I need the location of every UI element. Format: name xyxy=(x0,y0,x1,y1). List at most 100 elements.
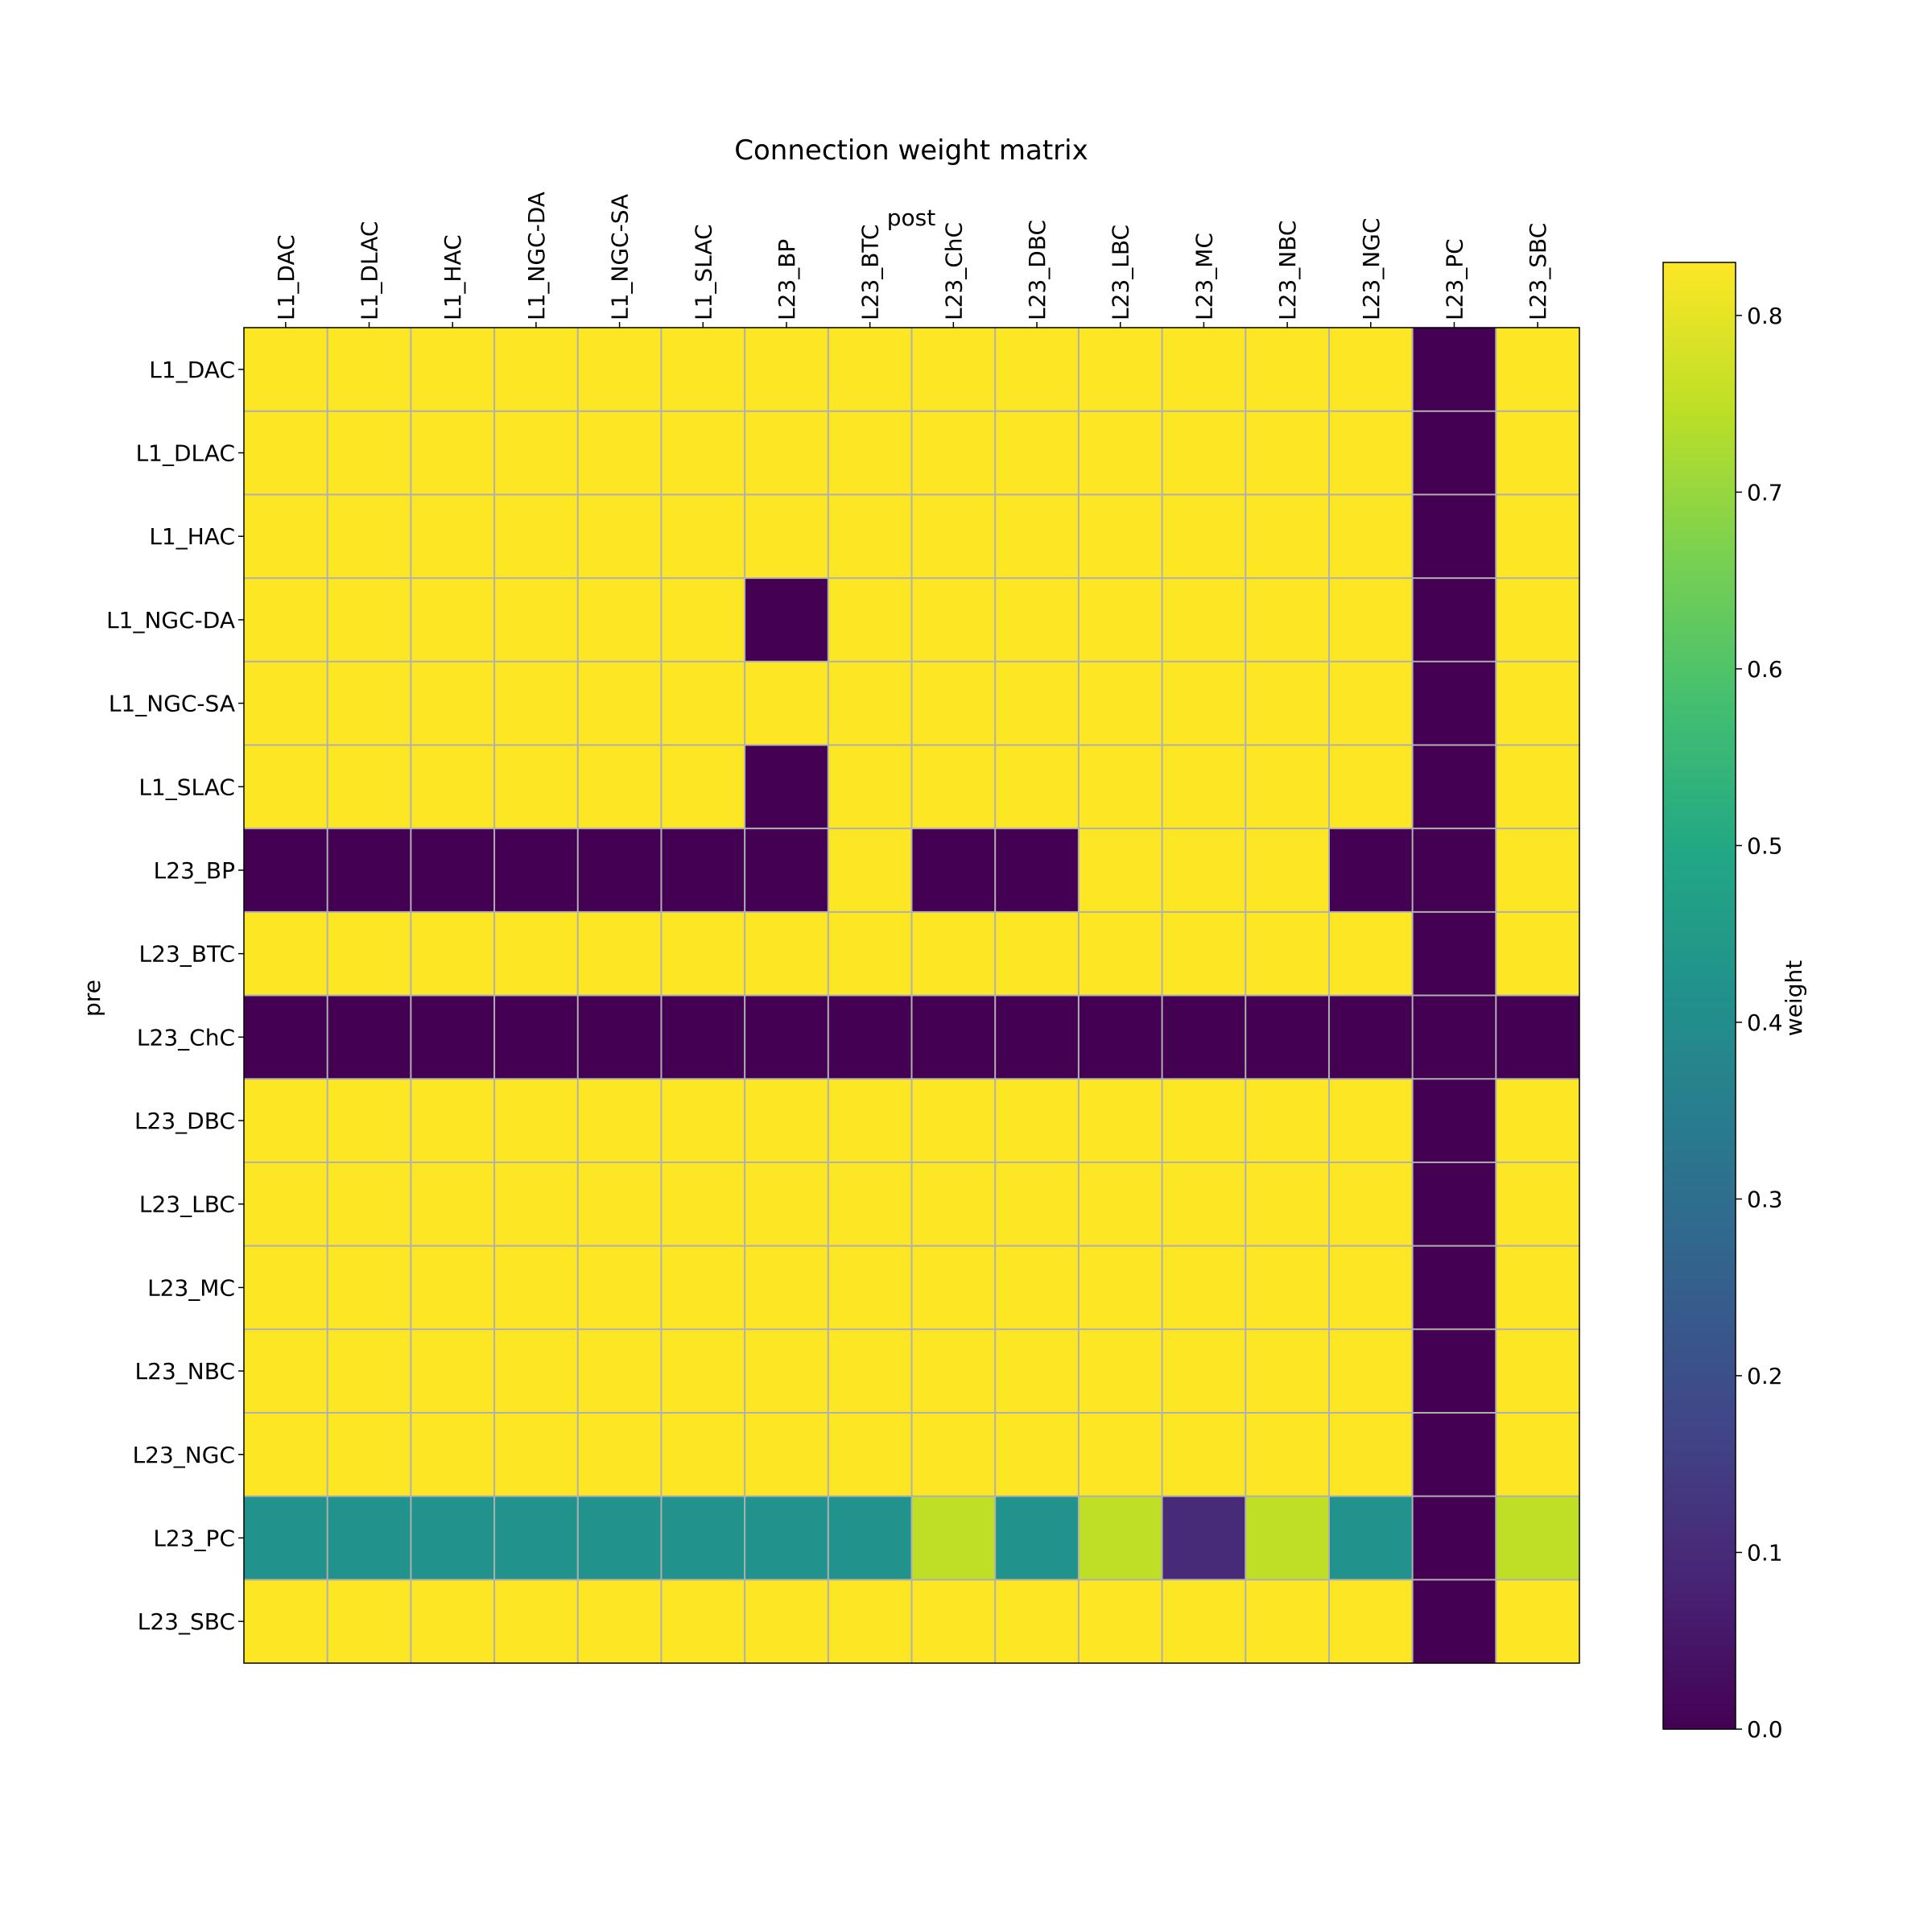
heatmap-cell xyxy=(911,494,996,579)
heatmap-cell xyxy=(1496,1412,1580,1497)
heatmap-cell xyxy=(745,411,829,495)
heatmap-cell xyxy=(577,911,662,996)
heatmap-cell xyxy=(244,1162,328,1247)
colorbar-label: weight xyxy=(1781,960,1807,1036)
heatmap-cell xyxy=(494,1412,579,1497)
heatmap-cell xyxy=(494,661,579,745)
heatmap-cell xyxy=(1245,1329,1330,1414)
heatmap-cell xyxy=(745,995,829,1080)
heatmap-cell xyxy=(661,745,745,829)
x-tick-label: L23_NBC xyxy=(1274,221,1301,320)
x-tick-label: L23_BTC xyxy=(857,225,884,320)
heatmap-cell xyxy=(494,911,579,996)
heatmap-cell xyxy=(327,911,411,996)
heatmap-cell xyxy=(411,494,495,579)
heatmap-cell xyxy=(1245,995,1330,1080)
y-axis-label: pre xyxy=(79,980,105,1017)
heatmap-cell xyxy=(745,828,829,913)
heatmap-cell xyxy=(411,1412,495,1497)
heatmap-cell xyxy=(661,1329,745,1414)
heatmap-cell xyxy=(745,911,829,996)
heatmap-cell xyxy=(1162,1329,1246,1414)
heatmap-cell xyxy=(327,578,411,663)
heatmap-cell xyxy=(1328,494,1414,579)
heatmap-cell xyxy=(661,995,745,1080)
heatmap-cell xyxy=(828,745,912,829)
heatmap-cell xyxy=(745,1412,829,1497)
heatmap-cell xyxy=(577,828,662,913)
y-tick-label: L23_BTC xyxy=(139,941,235,968)
heatmap-cell xyxy=(911,911,996,996)
heatmap-cell xyxy=(1328,411,1414,495)
heatmap-cell xyxy=(1328,828,1414,913)
colorbar-tick-label: 0.2 xyxy=(1747,1363,1783,1389)
y-tick-label: L23_LBC xyxy=(139,1191,235,1218)
heatmap-cell xyxy=(661,1079,745,1163)
heatmap-cell xyxy=(327,328,411,412)
plot-frame xyxy=(243,327,1580,1664)
heatmap-cell xyxy=(577,1496,662,1580)
heatmap-cell xyxy=(1496,1245,1580,1330)
heatmap-cell xyxy=(1412,1329,1496,1414)
heatmap-cell xyxy=(244,1079,328,1163)
heatmap-cell xyxy=(995,1412,1080,1497)
x-tick-label: L23_NGC xyxy=(1358,218,1385,320)
heatmap-cell xyxy=(494,494,579,579)
heatmap-cell xyxy=(1245,828,1330,913)
heatmap-cell xyxy=(327,1162,411,1247)
heatmap-cell xyxy=(745,1245,829,1330)
heatmap-cell xyxy=(494,745,579,829)
heatmap-cell xyxy=(1078,661,1163,745)
heatmap-cell xyxy=(828,494,912,579)
heatmap-cell xyxy=(577,1412,662,1497)
heatmap-cell xyxy=(1078,578,1163,663)
heatmap-cell xyxy=(1078,1412,1163,1497)
heatmap-cell xyxy=(411,828,495,913)
heatmap-cell xyxy=(911,828,996,913)
heatmap-cell xyxy=(661,1245,745,1330)
heatmap-cell xyxy=(995,828,1080,913)
heatmap-cell xyxy=(577,411,662,495)
heatmap-cell xyxy=(1245,745,1330,829)
heatmap-cell xyxy=(494,1162,579,1247)
heatmap-cell xyxy=(1496,578,1580,663)
heatmap-cell xyxy=(577,1162,662,1247)
heatmap-cell xyxy=(1162,911,1246,996)
heatmap-cell xyxy=(911,328,996,412)
heatmap-cell xyxy=(1162,661,1246,745)
heatmap-cell xyxy=(911,745,996,829)
heatmap-cell xyxy=(1328,1412,1414,1497)
heatmap-cell xyxy=(1245,1496,1330,1580)
heatmap-cell xyxy=(1328,661,1414,745)
y-tick-label: L1_DAC xyxy=(149,357,235,383)
heatmap-cell xyxy=(828,1496,912,1580)
heatmap-cell xyxy=(661,828,745,913)
heatmap-cell xyxy=(1412,1579,1496,1664)
heatmap-cell xyxy=(327,661,411,745)
chart-title: Connection weight matrix xyxy=(734,134,1088,167)
heatmap-cell xyxy=(911,411,996,495)
heatmap-cell xyxy=(1245,1412,1330,1497)
y-tick-label: L23_PC xyxy=(153,1525,235,1551)
colorbar-tick-label: 0.5 xyxy=(1747,832,1783,859)
heatmap-cell xyxy=(911,661,996,745)
heatmap-cell xyxy=(1496,828,1580,913)
heatmap-cell xyxy=(327,1329,411,1414)
heatmap-cell xyxy=(411,1079,495,1163)
heatmap-cell xyxy=(494,1496,579,1580)
x-tick-label: L23_SBC xyxy=(1525,223,1551,320)
heatmap-cell xyxy=(1078,995,1163,1080)
heatmap-cell xyxy=(411,328,495,412)
heatmap-cell xyxy=(327,494,411,579)
heatmap-cell xyxy=(1412,661,1496,745)
colorbar-ticks: 0.0 0.1 0.2 0.3 0.4 0.5 0.6 0.7 0.8 xyxy=(1736,303,1783,1743)
x-tick-label: L23_MC xyxy=(1191,233,1217,320)
heatmap-cell xyxy=(327,1245,411,1330)
x-tick-label: L1_SLAC xyxy=(690,224,716,320)
heatmap-cell xyxy=(244,1412,328,1497)
heatmap-cell xyxy=(494,328,579,412)
heatmap-cell xyxy=(1078,328,1163,412)
heatmap-cell xyxy=(661,911,745,996)
heatmap-cell xyxy=(577,1329,662,1414)
